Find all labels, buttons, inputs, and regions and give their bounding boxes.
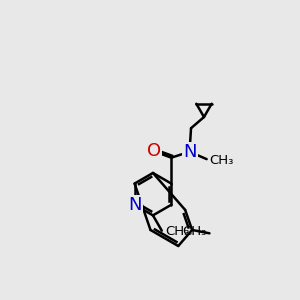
Text: O: O: [147, 142, 161, 160]
Text: N: N: [128, 196, 141, 214]
Text: CH₃: CH₃: [165, 225, 190, 238]
Text: N: N: [183, 143, 196, 161]
Text: CH₃: CH₃: [182, 225, 206, 238]
Text: CH₃: CH₃: [210, 154, 234, 167]
